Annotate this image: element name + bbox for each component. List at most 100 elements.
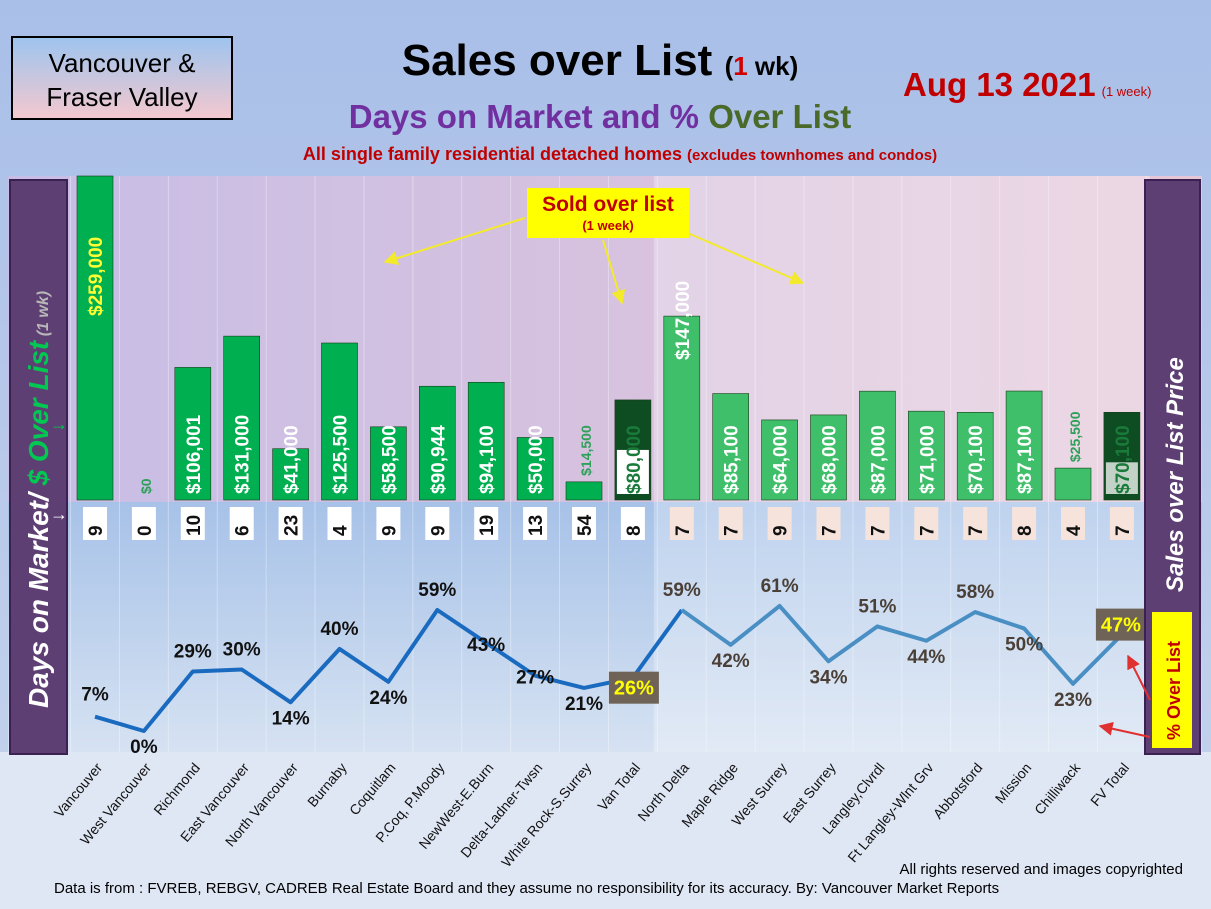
dom-value-label: 7	[868, 525, 889, 536]
bar-value-label: $131,000	[233, 415, 254, 494]
subtitle2-small: (excludes townhomes and condos)	[687, 147, 938, 164]
pct-value-label: 0%	[130, 737, 158, 758]
bar-series	[76, 175, 1141, 501]
bar	[1054, 467, 1092, 501]
bar-value-label: $147,000	[673, 281, 694, 360]
pct-value-label: 21%	[565, 694, 603, 715]
title-text: Sales over List	[401, 36, 713, 85]
dom-box	[523, 507, 548, 540]
total-pct-label: 26%	[614, 678, 654, 700]
dom-value-label: 9	[86, 525, 107, 536]
subtitle2-main: All single family residential detached h…	[302, 144, 688, 164]
sold-over-list-box	[527, 188, 689, 238]
bar	[516, 437, 554, 501]
region-line-1: Vancouver &	[48, 48, 196, 78]
bar	[321, 342, 358, 501]
pct-value-label: 59%	[418, 580, 456, 601]
bar-value-label: $125,500	[331, 415, 352, 494]
footer-panel	[0, 752, 1211, 909]
left-tick-arrow: →	[50, 414, 68, 434]
pct-value-label: 27%	[516, 668, 554, 689]
pct-value-label: 50%	[1005, 634, 1043, 655]
bar	[272, 448, 309, 501]
main-title: Sales over List (1 wk)	[300, 36, 900, 86]
dom-value-label: 8	[624, 525, 645, 536]
dom-value-label: 4	[331, 525, 352, 536]
dom-box	[83, 507, 107, 540]
footer-rights: All rights reserved and images copyright…	[899, 861, 1183, 878]
dom-value-label: 23	[282, 515, 303, 536]
bar-value-label: $71,000	[917, 425, 938, 494]
total-pct-label: 47%	[1101, 615, 1141, 637]
pct-value-label: 61%	[761, 576, 799, 597]
dom-box	[620, 507, 645, 540]
pct-value-label: 59%	[663, 580, 701, 601]
pct-value-label: 44%	[907, 647, 945, 668]
pct-value-label: 24%	[369, 688, 407, 709]
bar	[418, 385, 456, 501]
pct-value-label: 40%	[320, 619, 358, 640]
dom-value-label: 7	[820, 525, 841, 536]
bar	[174, 367, 212, 501]
dom-box	[1109, 507, 1134, 540]
dom-box	[963, 507, 988, 540]
pct-line	[94, 608, 684, 733]
pct-value-label: 23%	[1054, 690, 1092, 711]
left-axis-bar	[9, 179, 68, 755]
dom-value-label: 54	[575, 514, 596, 536]
dom-value-label: 7	[966, 525, 987, 536]
subtitle-part-1: Days on Market and %	[348, 98, 709, 135]
date-text: Aug 13 2021	[903, 66, 1096, 103]
title-paren: (1 wk)	[724, 51, 799, 81]
annot-arrow-left	[383, 217, 526, 265]
bar	[370, 426, 407, 501]
bar	[565, 481, 603, 501]
total-bar-panel	[1105, 462, 1138, 494]
dom-value-label: 8	[1015, 525, 1036, 536]
bar-value-label: $50,000	[526, 425, 547, 494]
dom-value-label: 4	[1064, 525, 1085, 536]
dom-boxes: 9 0 10 6 23 4 9 9 19 13 54 8 7 7 9 7 7 7 7 8 4 7	[83, 507, 1134, 540]
pct-value-label: 42%	[712, 651, 750, 672]
subtitle: Days on Market and % Over List	[300, 98, 900, 136]
annot-arrow-right	[689, 233, 805, 285]
pct-arrow-1	[1127, 654, 1151, 701]
dom-box	[474, 507, 499, 540]
line-panel	[8, 502, 1202, 752]
pct-value-label: 14%	[272, 708, 310, 729]
bar-value-label: $80,000	[624, 425, 645, 494]
pct-over-list-box	[1152, 612, 1192, 748]
pct-value-label: 43%	[467, 635, 505, 656]
dom-box	[767, 507, 792, 540]
sold-over-list-title: Sold over list	[542, 193, 674, 216]
bar	[907, 410, 945, 501]
dom-value-label: 7	[917, 525, 938, 536]
dom-value-label: 19	[477, 515, 498, 536]
bar-value-label: $14,500	[578, 425, 594, 476]
pct-value-label: 34%	[809, 667, 847, 688]
bar-value-label: $106,001	[184, 414, 205, 494]
bar-value-label: $87,000	[868, 425, 889, 494]
bar	[810, 414, 847, 501]
pct-labels: 7% 0% 29% 30% 14% 40% 24% 59% 43% 27% 21% 26% 59% 42%…	[81, 576, 1146, 758]
bar	[712, 393, 750, 501]
subtitle-2: All single family residential detached h…	[180, 144, 1060, 165]
dom-box	[865, 507, 890, 540]
total-bar-panel	[616, 449, 649, 494]
pct-value-label: 7%	[81, 685, 109, 706]
bar	[1005, 390, 1043, 501]
dom-value-label: 7	[722, 525, 743, 536]
pct-line-series	[94, 603, 1124, 733]
dom-value-label: 13	[526, 515, 547, 536]
subtitle-part-2: Over List	[708, 98, 852, 135]
date-label: Aug 13 2021 (1 week)	[903, 66, 1151, 104]
dom-box	[229, 507, 254, 540]
pct-line	[680, 603, 1124, 686]
bar	[663, 315, 701, 501]
total-pct-box	[608, 671, 659, 704]
bar-value-label: $90,944	[428, 425, 449, 494]
bar-value-label: $25,500	[1067, 411, 1083, 462]
bar	[956, 412, 994, 501]
total-pct-box	[1095, 608, 1146, 641]
